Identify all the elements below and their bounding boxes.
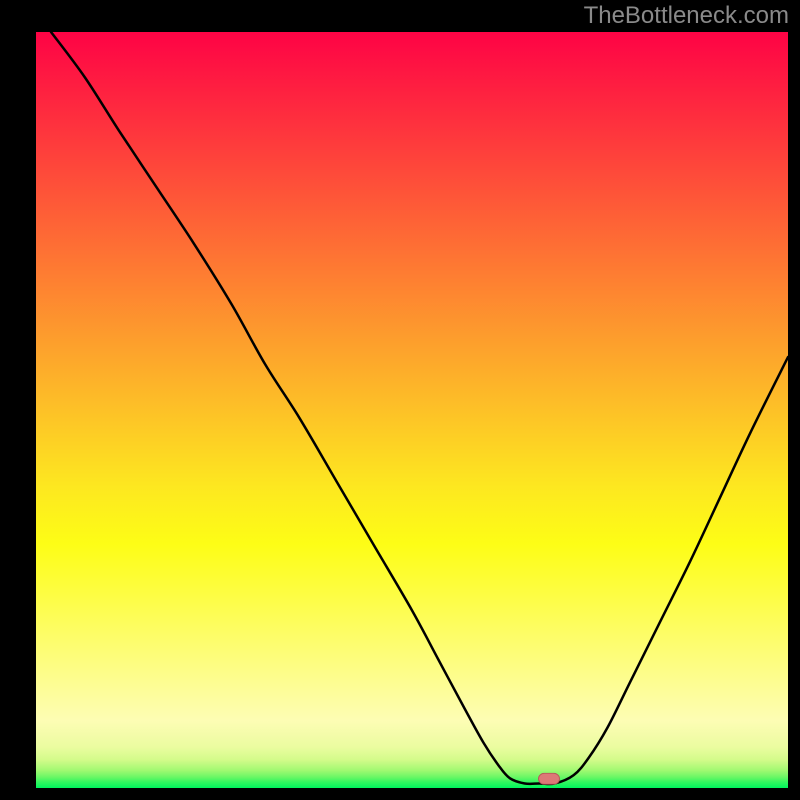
curve-path (51, 32, 788, 784)
chart-frame: TheBottleneck.com (0, 0, 800, 800)
bottleneck-curve (36, 32, 788, 788)
plot-area (36, 32, 788, 788)
optimal-point-marker (538, 773, 560, 785)
marker-rect (538, 774, 559, 785)
credit-label: TheBottleneck.com (584, 2, 789, 30)
